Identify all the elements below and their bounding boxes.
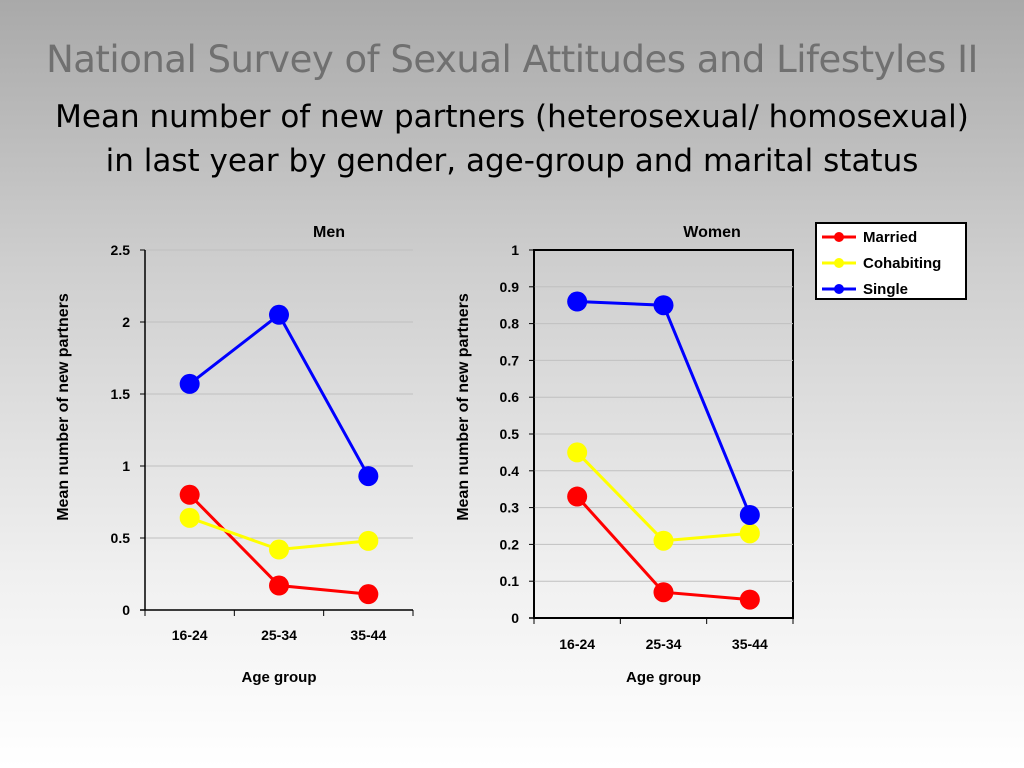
data-point-married	[358, 584, 379, 605]
data-point-married	[739, 589, 760, 610]
chart-title: Women	[683, 224, 740, 241]
legend-swatch-marker	[834, 232, 844, 242]
data-point-cohabiting	[269, 539, 289, 560]
y-tick-label: 1.5	[111, 386, 131, 402]
data-point-single	[179, 373, 200, 394]
y-axis-label: Mean number of new partners	[455, 293, 472, 521]
x-tick-label: 35-44	[350, 627, 386, 643]
y-tick-label: 0.7	[500, 352, 520, 368]
chart-title: Men	[313, 224, 345, 241]
data-point-married	[269, 575, 289, 596]
legend-swatch-marker	[834, 258, 844, 268]
data-point-single	[653, 295, 674, 316]
series-line-single	[577, 300, 752, 516]
y-axis-label: Mean number of new partners	[55, 293, 72, 521]
data-point-cohabiting	[653, 530, 674, 551]
x-tick-label: 16-24	[559, 636, 595, 652]
legend-label: Single	[863, 281, 908, 298]
data-point-cohabiting	[739, 523, 760, 544]
legend: Married Cohabiting Single	[815, 222, 967, 300]
slide-subtitle: Mean number of new partners (heterosexua…	[55, 99, 969, 179]
y-tick-label: 0.1	[500, 573, 520, 589]
y-tick-label: 2.5	[111, 242, 131, 258]
x-axis-label: Age group	[626, 669, 701, 686]
data-point-cohabiting	[358, 530, 379, 551]
y-tick-label: 0.9	[500, 279, 520, 295]
women-chart: 0 0.1 0.2 0.3 0.4 0.5 0.6 0.7 0.8 0.9 1 16-24 25-34 3…	[455, 224, 794, 686]
data-point-single	[269, 304, 289, 325]
data-point-single	[358, 466, 379, 487]
data-point-single	[739, 504, 760, 525]
y-tick-label: 0.3	[500, 500, 520, 516]
x-tick-label: 35-44	[732, 636, 768, 652]
legend-swatch-marker	[834, 284, 844, 294]
men-chart: 0 0.5 1 1.5 2 2.5 16-24 25-34 35-44 Men Age group M…	[55, 224, 414, 686]
y-tick-label: 0.2	[500, 536, 520, 552]
y-tick-label: 0.8	[500, 316, 520, 332]
x-tick-label: 16-24	[172, 627, 208, 643]
data-point-cohabiting	[567, 442, 588, 463]
y-tick-label: 0.5	[500, 426, 520, 442]
x-tick-label: 25-34	[261, 627, 297, 643]
x-tick-label: 25-34	[646, 636, 682, 652]
series-line-single	[188, 312, 370, 477]
y-tick-label: 0.5	[111, 530, 131, 546]
data-point-married	[179, 484, 200, 505]
y-tick-label: 0	[511, 610, 519, 626]
y-tick-label: 1	[511, 242, 519, 258]
legend-label: Married	[863, 229, 917, 246]
data-point-married	[567, 486, 588, 507]
slide-title: National Survey of Sexual Attitudes and …	[46, 38, 978, 81]
data-point-married	[653, 582, 674, 603]
y-tick-label: 2	[122, 314, 130, 330]
y-tick-label: 0.6	[500, 389, 520, 405]
x-axis-label: Age group	[242, 669, 317, 686]
legend-label: Cohabiting	[863, 255, 941, 272]
y-tick-label: 0.4	[500, 463, 520, 479]
data-point-single	[567, 291, 588, 312]
y-tick-label: 0	[122, 602, 130, 618]
data-point-cohabiting	[179, 507, 200, 528]
y-tick-label: 1	[122, 458, 130, 474]
